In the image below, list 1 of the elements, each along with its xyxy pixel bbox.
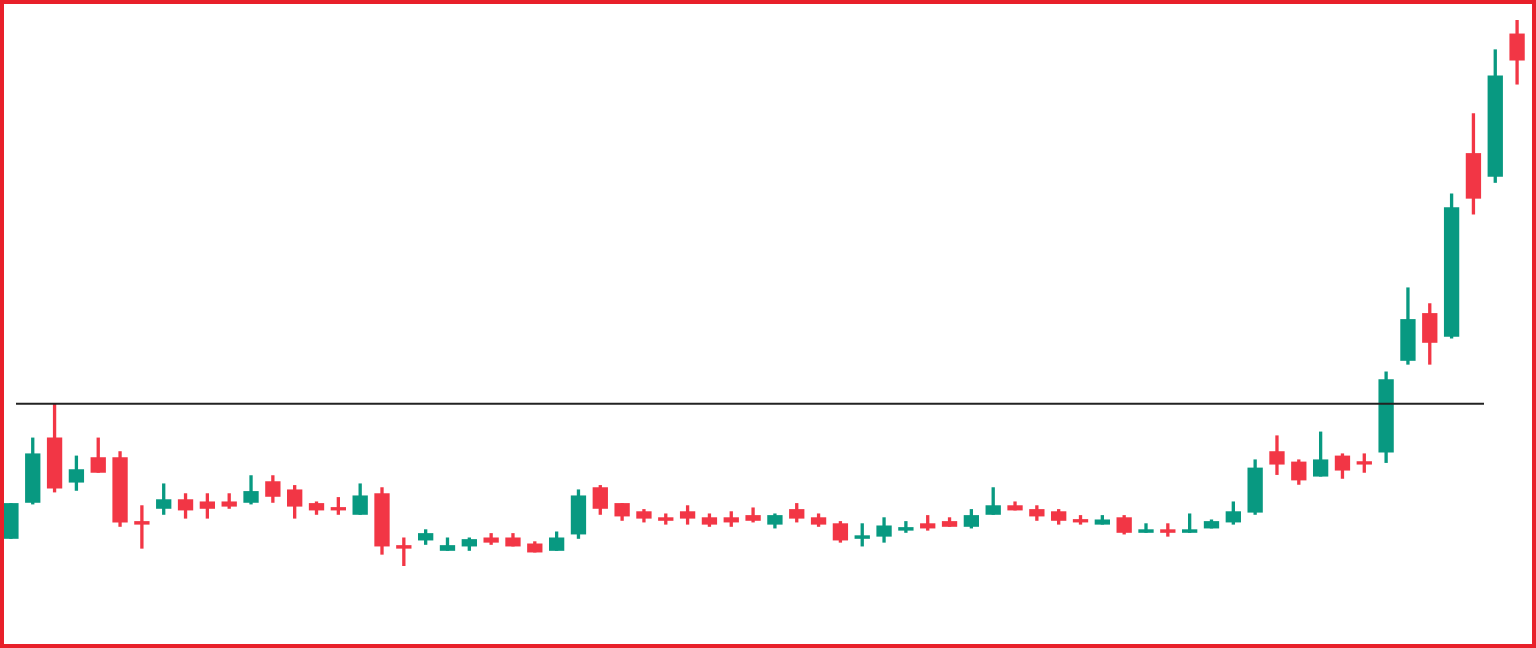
candlestick (134, 505, 150, 549)
